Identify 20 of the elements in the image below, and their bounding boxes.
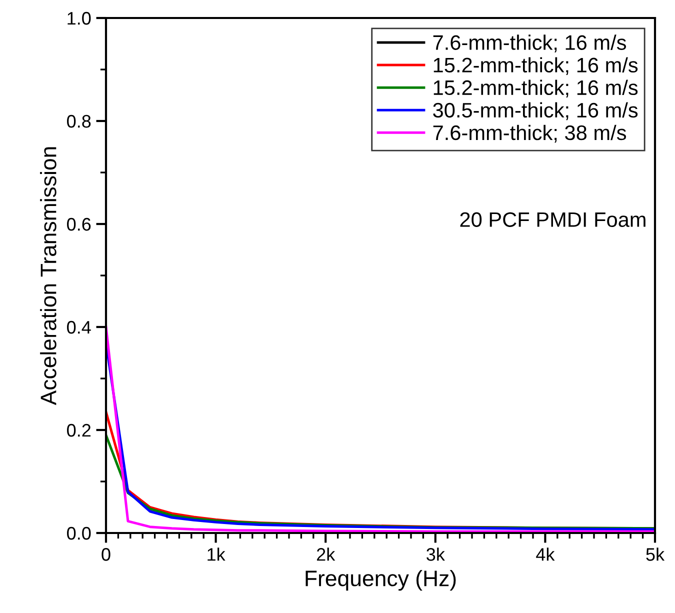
y-tick-label: 1.0 [68, 12, 91, 25]
x-tick-label: 3k [426, 548, 445, 561]
y-tick-label: 0.8 [67, 114, 91, 128]
x-tick-label: 5k [646, 548, 665, 561]
legend-label: 7.6-mm-thick; 38 m/s [433, 124, 626, 143]
annotation: 20 PCF PMDI Foam [460, 212, 646, 228]
x-tick-label: 4k [536, 548, 555, 561]
y-tick-label: 0.4 [67, 320, 91, 334]
x-tick-label: 1k [208, 548, 226, 561]
x-axis-title: Frequency (Hz) [306, 570, 456, 591]
y-tick-label: 0.0 [67, 526, 91, 540]
y-tick-label: 0.6 [67, 218, 91, 231]
legend-label: 30.5-mm-thick; 16 m/s [433, 102, 638, 120]
x-tick-label: 0 [102, 548, 110, 561]
legend-label: 15.2-mm-thick; 16 m/s [434, 57, 638, 75]
x-tick-label: 2k [316, 548, 336, 561]
y-tick-label: 0.2 [67, 424, 91, 437]
legend-label: 7.6-mm-thick; 16 m/s [433, 34, 626, 52]
legend-label: 15.2-mm-thick; 16 m/s [434, 80, 638, 98]
y-axis-title: Acceleration Transmission [40, 147, 56, 406]
